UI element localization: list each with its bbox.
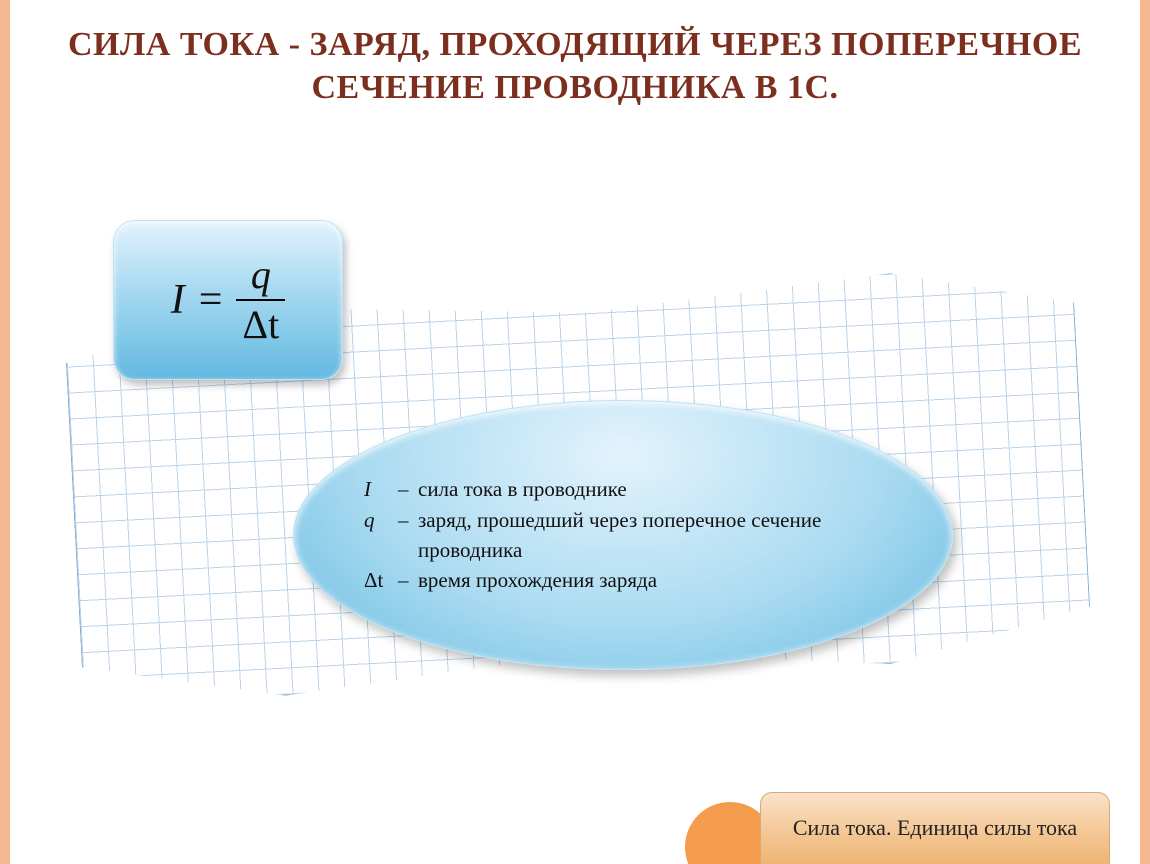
def-text: время прохождения заряда — [418, 565, 882, 595]
def-symbol: Δt — [364, 565, 398, 595]
definitions-callout: I – сила тока в проводнике q – заряд, пр… — [293, 400, 953, 670]
definition-row: q – заряд, прошедший через поперечное се… — [364, 505, 882, 566]
formula-fraction: q Δt — [236, 255, 285, 345]
formula-eq: = — [199, 276, 223, 324]
slide: СИЛА ТОКА - ЗАРЯД, ПРОХОДЯЩИЙ ЧЕРЕЗ ПОПЕ… — [0, 0, 1150, 864]
formula-lhs: I — [171, 276, 185, 324]
diagram-area: I = q Δt I – сила тока в проводнике q – — [73, 230, 1083, 700]
slide-title: СИЛА ТОКА - ЗАРЯД, ПРОХОДЯЩИЙ ЧЕРЕЗ ПОПЕ… — [10, 0, 1140, 109]
formula-numerator: q — [245, 255, 277, 299]
dash: – — [398, 505, 418, 566]
definition-row: Δt – время прохождения заряда — [364, 565, 882, 595]
def-text: заряд, прошедший через поперечное сечени… — [418, 505, 882, 566]
definitions-list: I – сила тока в проводнике q – заряд, пр… — [364, 474, 882, 596]
formula-denominator: Δt — [236, 301, 285, 345]
footer-text: Сила тока. Единица силы тока — [793, 815, 1077, 841]
def-text: сила тока в проводнике — [418, 474, 882, 504]
def-symbol: q — [364, 505, 398, 566]
dash: – — [398, 565, 418, 595]
footer-badge: Сила тока. Единица силы тока — [760, 792, 1110, 864]
formula: I = q Δt — [171, 255, 286, 345]
def-symbol: I — [364, 474, 398, 504]
formula-box: I = q Δt — [113, 220, 343, 380]
dash: – — [398, 474, 418, 504]
definition-row: I – сила тока в проводнике — [364, 474, 882, 504]
